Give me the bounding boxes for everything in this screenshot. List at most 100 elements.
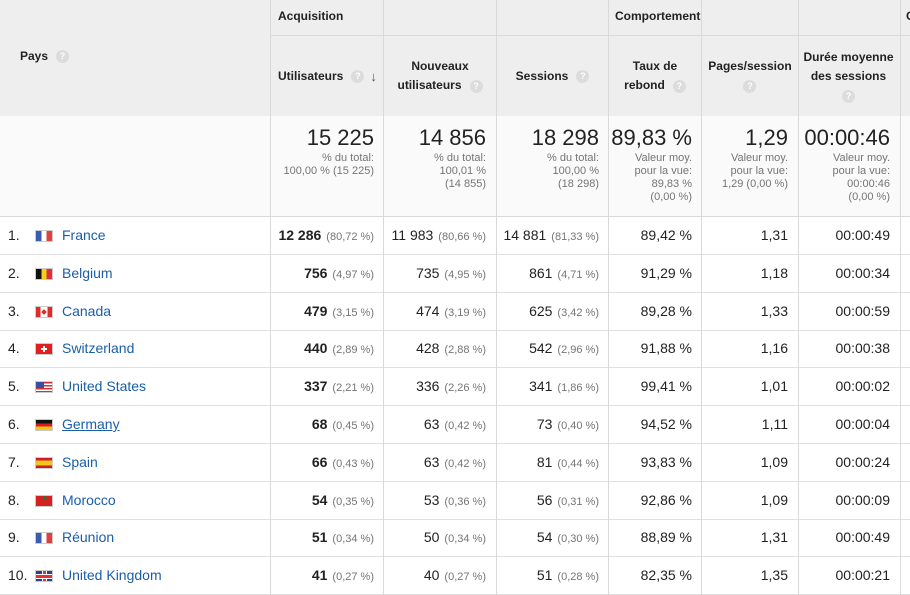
- col-sessions[interactable]: Sessions ?: [497, 36, 608, 116]
- column-divider: [798, 0, 799, 595]
- row-index: 10.: [8, 567, 28, 584]
- table-row[interactable]: 1. France 12 286 (80,72 %) 11 983 (80,66 %) 14…: [0, 217, 910, 255]
- bounce-rate-cell: 93,83 %: [640, 453, 692, 470]
- help-icon[interactable]: ?: [576, 69, 590, 83]
- country-flag-icon: [35, 419, 53, 431]
- column-divider: [608, 0, 609, 595]
- bounce-rate-cell: 99,41 %: [640, 378, 692, 395]
- help-icon[interactable]: ?: [672, 80, 686, 93]
- row-index: 2.: [8, 264, 20, 281]
- sessions-cell: 542 (2,96 %): [529, 340, 599, 357]
- country-flag-icon: [35, 267, 53, 280]
- bounce-rate-cell: 89,42 %: [640, 227, 692, 243]
- group-acquisition: Acquisition: [278, 9, 344, 23]
- pages-per-session-cell: 1,31: [760, 227, 788, 243]
- users-cell: 51 (0,34 %): [311, 529, 374, 546]
- total-utilisateurs: 15 225 % du total: 100,00 % (15 225): [283, 125, 374, 177]
- col-duree-label-1: Durée moyenne: [803, 49, 894, 64]
- users-cell: 68 (0,45 %): [311, 416, 374, 432]
- sessions-cell: 51 (0,28 %): [536, 567, 599, 584]
- avg-duration-cell: 00:00:09: [835, 491, 891, 508]
- group-next-truncated: C: [906, 9, 910, 23]
- pages-per-session-cell: 1,11: [761, 416, 788, 432]
- country-link[interactable]: Spain: [62, 453, 98, 470]
- col-nouveaux-utilisateurs[interactable]: Nouveaux utilisateurs?: [384, 36, 496, 116]
- table-row[interactable]: 3. Canada 479 (3,15 %) 474 (3,19 %) 625 (3,42 %…: [0, 293, 910, 331]
- pages-per-session-cell: 1,33: [760, 302, 788, 319]
- avg-duration-cell: 00:00:04: [835, 416, 891, 432]
- table-row[interactable]: 6. Germany 68 (0,45 %) 63 (0,42 %) 73 (0,40 %) 9…: [0, 406, 910, 444]
- avg-duration-cell: 00:00:21: [835, 567, 891, 584]
- table-row[interactable]: 8. Morocco 54(0,35 %) 53(0,36 %) 56(0,31 %) 9…: [0, 482, 910, 520]
- sort-desc-icon[interactable]: ↓: [370, 68, 377, 84]
- col-taux-rebond[interactable]: Taux de rebond?: [609, 36, 701, 116]
- table-row[interactable]: 10. United Kingdom 41 (0,27 %) 40 (0,27 %) 51(…: [0, 557, 910, 595]
- bounce-rate-cell: 91,88 %: [640, 340, 692, 357]
- sessions-cell: 625 (3,42 %): [529, 302, 599, 319]
- bounce-rate-cell: 91,29 %: [640, 264, 692, 281]
- country-flag-icon: [35, 456, 53, 469]
- header-divider: [271, 35, 910, 36]
- table-row[interactable]: 2. Belgium 756 (4,97 %) 735 (4,95 %) 861 (4,71 …: [0, 255, 910, 293]
- country-flag-icon: [35, 305, 53, 318]
- users-cell: 12 286 (80,72 %): [278, 227, 374, 243]
- pages-per-session-cell: 1,31: [760, 529, 788, 546]
- country-link[interactable]: United States: [62, 378, 147, 395]
- col-utilisateurs[interactable]: Utilisateurs ? ↓: [278, 36, 382, 116]
- avg-duration-cell: 00:00:24: [835, 453, 891, 470]
- avg-duration-cell: 00:00:49: [835, 227, 891, 243]
- country-link[interactable]: Germany: [62, 416, 120, 432]
- pays-column-header[interactable]: Pays ?: [20, 49, 70, 63]
- sessions-cell: 14 881 (81,33 %): [503, 227, 599, 243]
- column-divider: [383, 0, 384, 595]
- pages-per-session-cell: 1,35: [760, 567, 788, 584]
- help-icon[interactable]: ?: [743, 80, 757, 93]
- new-users-cell: 428 (2,88 %): [416, 340, 486, 357]
- country-link[interactable]: Canada: [62, 302, 112, 319]
- table-row[interactable]: 4. Switzerland 440 (2,89 %) 428 (2,88 %) 542 (2…: [0, 330, 910, 369]
- avg-duration-cell: 00:00:59: [835, 302, 891, 319]
- new-users-cell: 63 (0,42 %): [423, 453, 486, 470]
- country-link[interactable]: Morocco: [62, 491, 116, 508]
- country-link[interactable]: Réunion: [62, 529, 115, 546]
- totals-divider: [0, 216, 910, 217]
- new-users-cell: 735 (4,95 %): [416, 264, 486, 281]
- col-pages-session[interactable]: Pages/session ?: [702, 36, 798, 116]
- new-users-cell: 336 (2,26 %): [416, 378, 486, 395]
- users-cell: 756 (4,97 %): [304, 264, 374, 281]
- total-sessions: 18 298 % du total: 100,00 % (18 298): [531, 125, 599, 190]
- sessions-cell: 341 (1,86 %): [529, 378, 599, 395]
- country-link[interactable]: Belgium: [62, 264, 113, 281]
- country-link[interactable]: France: [62, 227, 106, 243]
- col-taux-label-2: rebond: [624, 78, 665, 92]
- bounce-rate-cell: 92,86 %: [640, 491, 692, 508]
- help-icon[interactable]: ?: [56, 49, 70, 63]
- new-users-cell: 474 (3,19 %): [416, 302, 486, 319]
- row-index: 9.: [8, 529, 20, 546]
- country-link[interactable]: Switzerland: [62, 340, 135, 357]
- country-link[interactable]: United Kingdom: [62, 567, 162, 584]
- help-icon[interactable]: ?: [469, 80, 483, 93]
- users-cell: 337 (2,21 %): [304, 378, 374, 395]
- column-divider: [496, 0, 497, 595]
- row-index: 3.: [8, 302, 20, 319]
- table-row[interactable]: 7. Spain 66 (0,43 %) 63 (0,42 %) 81 (0,44 %) 93,…: [0, 444, 910, 482]
- pays-label: Pays: [20, 49, 49, 63]
- country-flag-icon: [35, 230, 53, 242]
- pages-per-session-cell: 1,18: [760, 264, 788, 281]
- row-index: 5.: [8, 378, 20, 395]
- new-users-cell: 50 (0,34 %): [423, 529, 486, 546]
- help-icon[interactable]: ?: [842, 89, 855, 103]
- total-duree: 00:00:46 Valeur moy. pour la vue: 00:00:…: [804, 125, 890, 203]
- sessions-cell: 73 (0,40 %): [536, 416, 599, 432]
- help-icon[interactable]: ?: [351, 69, 365, 83]
- table-row[interactable]: 9. Réunion 51 (0,34 %) 50 (0,34 %) 54 (0,30 %) 8…: [0, 519, 910, 558]
- col-duree-moyenne[interactable]: Durée moyenne des sessions ?: [799, 36, 898, 116]
- table-header: [0, 0, 910, 116]
- bounce-rate-cell: 82,35 %: [640, 567, 692, 584]
- table-row[interactable]: 5. United States 337 (2,21 %) 336 (2,26 %) 341…: [0, 368, 910, 407]
- row-index: 7.: [8, 453, 20, 470]
- pages-per-session-cell: 1,01: [760, 378, 788, 395]
- country-flag-icon: [35, 570, 53, 583]
- country-flag-icon: [35, 343, 53, 356]
